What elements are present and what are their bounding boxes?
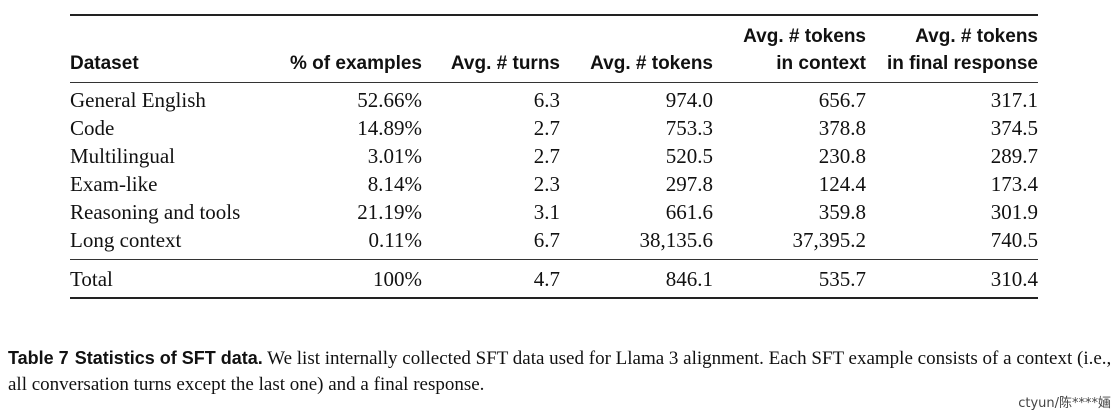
- value-cell: 37,395.2: [792, 228, 867, 252]
- value-cell: 124.4: [818, 172, 866, 196]
- column-header: Avg. # turns: [422, 16, 560, 83]
- column-header-line: Avg. # tokens: [915, 26, 1038, 47]
- value-cell: 3.01%: [367, 144, 422, 168]
- value-cell: 3.1: [533, 200, 560, 224]
- dataset-name-cell: Reasoning and tools: [70, 200, 241, 224]
- value-cell: 230.8: [818, 144, 866, 168]
- value-cell: 297.8: [665, 172, 713, 196]
- column-header-line: Avg. # turns: [450, 53, 560, 74]
- dataset-name-cell: Long context: [70, 228, 182, 252]
- total-label-cell: Total: [70, 259, 275, 297]
- sft-statistics-table: Dataset % of examples Avg. # turns Avg. # t…: [70, 16, 1038, 297]
- sft-statistics-table-wrap: Dataset % of examples Avg. # turns Avg. # t…: [70, 14, 1038, 299]
- value-cell: 6.3: [533, 88, 560, 112]
- caption-title: Statistics of SFT data.: [74, 348, 263, 368]
- value-cell: 8.14%: [367, 172, 422, 196]
- column-header-line: in final response: [887, 53, 1038, 74]
- total-value-cell: 100%: [275, 259, 422, 297]
- value-cell: 317.1: [990, 88, 1038, 112]
- caption-label: Table 7: [8, 348, 69, 368]
- table-row: Long context 0.11% 6.7 38,135.6 37,395.2 740.…: [70, 226, 1038, 260]
- value-cell: 38,135.6: [639, 228, 714, 252]
- value-cell: 2.7: [533, 116, 560, 140]
- value-cell: 656.7: [818, 88, 866, 112]
- value-cell: 359.8: [818, 200, 866, 224]
- column-header: Avg. # tokens: [560, 16, 713, 83]
- total-row: Total 100% 4.7 846.1 535.7 310.4: [70, 259, 1038, 297]
- total-value-cell: 535.7: [713, 259, 866, 297]
- column-header: Dataset: [70, 16, 275, 83]
- value-cell: 520.5: [665, 144, 713, 168]
- table-footer: Total 100% 4.7 846.1 535.7 310.4: [70, 259, 1038, 297]
- value-cell: 301.9: [990, 200, 1038, 224]
- table-row: General English 52.66% 6.3 974.0 656.7 317.1: [70, 83, 1038, 115]
- total-value-cell: 310.4: [866, 259, 1038, 297]
- value-cell: 753.3: [665, 116, 713, 140]
- value-cell: 52.66%: [357, 88, 422, 112]
- value-cell: 289.7: [990, 144, 1038, 168]
- value-cell: 6.7: [533, 228, 560, 252]
- value-cell: 2.3: [533, 172, 560, 196]
- header-row: Dataset % of examples Avg. # turns Avg. # t…: [70, 16, 1038, 83]
- value-cell: 974.0: [665, 88, 713, 112]
- dataset-name-cell: Multilingual: [70, 144, 175, 168]
- total-value-cell: 4.7: [422, 259, 560, 297]
- column-header-line: Avg. # tokens: [743, 26, 866, 47]
- table-row: Reasoning and tools 21.19% 3.1 661.6 359.8 30…: [70, 198, 1038, 226]
- value-cell: 21.19%: [357, 200, 422, 224]
- dataset-name-cell: General English: [70, 88, 206, 112]
- table-caption: Table 7 Statistics of SFT data. We list i…: [8, 345, 1113, 398]
- value-cell: 2.7: [533, 144, 560, 168]
- column-header: Avg. # tokens in context: [713, 16, 866, 83]
- value-cell: 378.8: [818, 116, 866, 140]
- table-row: Code 14.89% 2.7 753.3 378.8 374.5: [70, 114, 1038, 142]
- total-value-cell: 846.1: [560, 259, 713, 297]
- value-cell: 173.4: [990, 172, 1038, 196]
- caption-text: We list internally collected SFT data us…: [8, 348, 1112, 395]
- value-cell: 740.5: [990, 228, 1038, 252]
- column-header-line: % of examples: [290, 53, 422, 74]
- value-cell: 374.5: [990, 116, 1038, 140]
- dataset-name-cell: Exam-like: [70, 172, 158, 196]
- column-header-line: Avg. # tokens: [590, 53, 713, 74]
- table-row: Multilingual 3.01% 2.7 520.5 230.8 289.7: [70, 142, 1038, 170]
- column-header-line: Dataset: [70, 53, 139, 74]
- watermark: ctyun/陈****婳: [1018, 396, 1111, 411]
- value-cell: 0.11%: [368, 228, 422, 252]
- table-header: Dataset % of examples Avg. # turns Avg. # t…: [70, 16, 1038, 83]
- table-body: General English 52.66% 6.3 974.0 656.7 317.1 C…: [70, 83, 1038, 260]
- value-cell: 14.89%: [357, 116, 422, 140]
- column-header-line: in context: [776, 53, 866, 74]
- dataset-name-cell: Code: [70, 116, 115, 140]
- table-row: Exam-like 8.14% 2.3 297.8 124.4 173.4: [70, 170, 1038, 198]
- column-header: % of examples: [275, 16, 422, 83]
- column-header: Avg. # tokens in final response: [866, 16, 1038, 83]
- value-cell: 661.6: [665, 200, 713, 224]
